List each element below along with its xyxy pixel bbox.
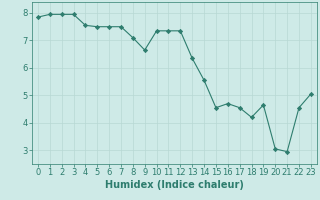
X-axis label: Humidex (Indice chaleur): Humidex (Indice chaleur): [105, 180, 244, 190]
